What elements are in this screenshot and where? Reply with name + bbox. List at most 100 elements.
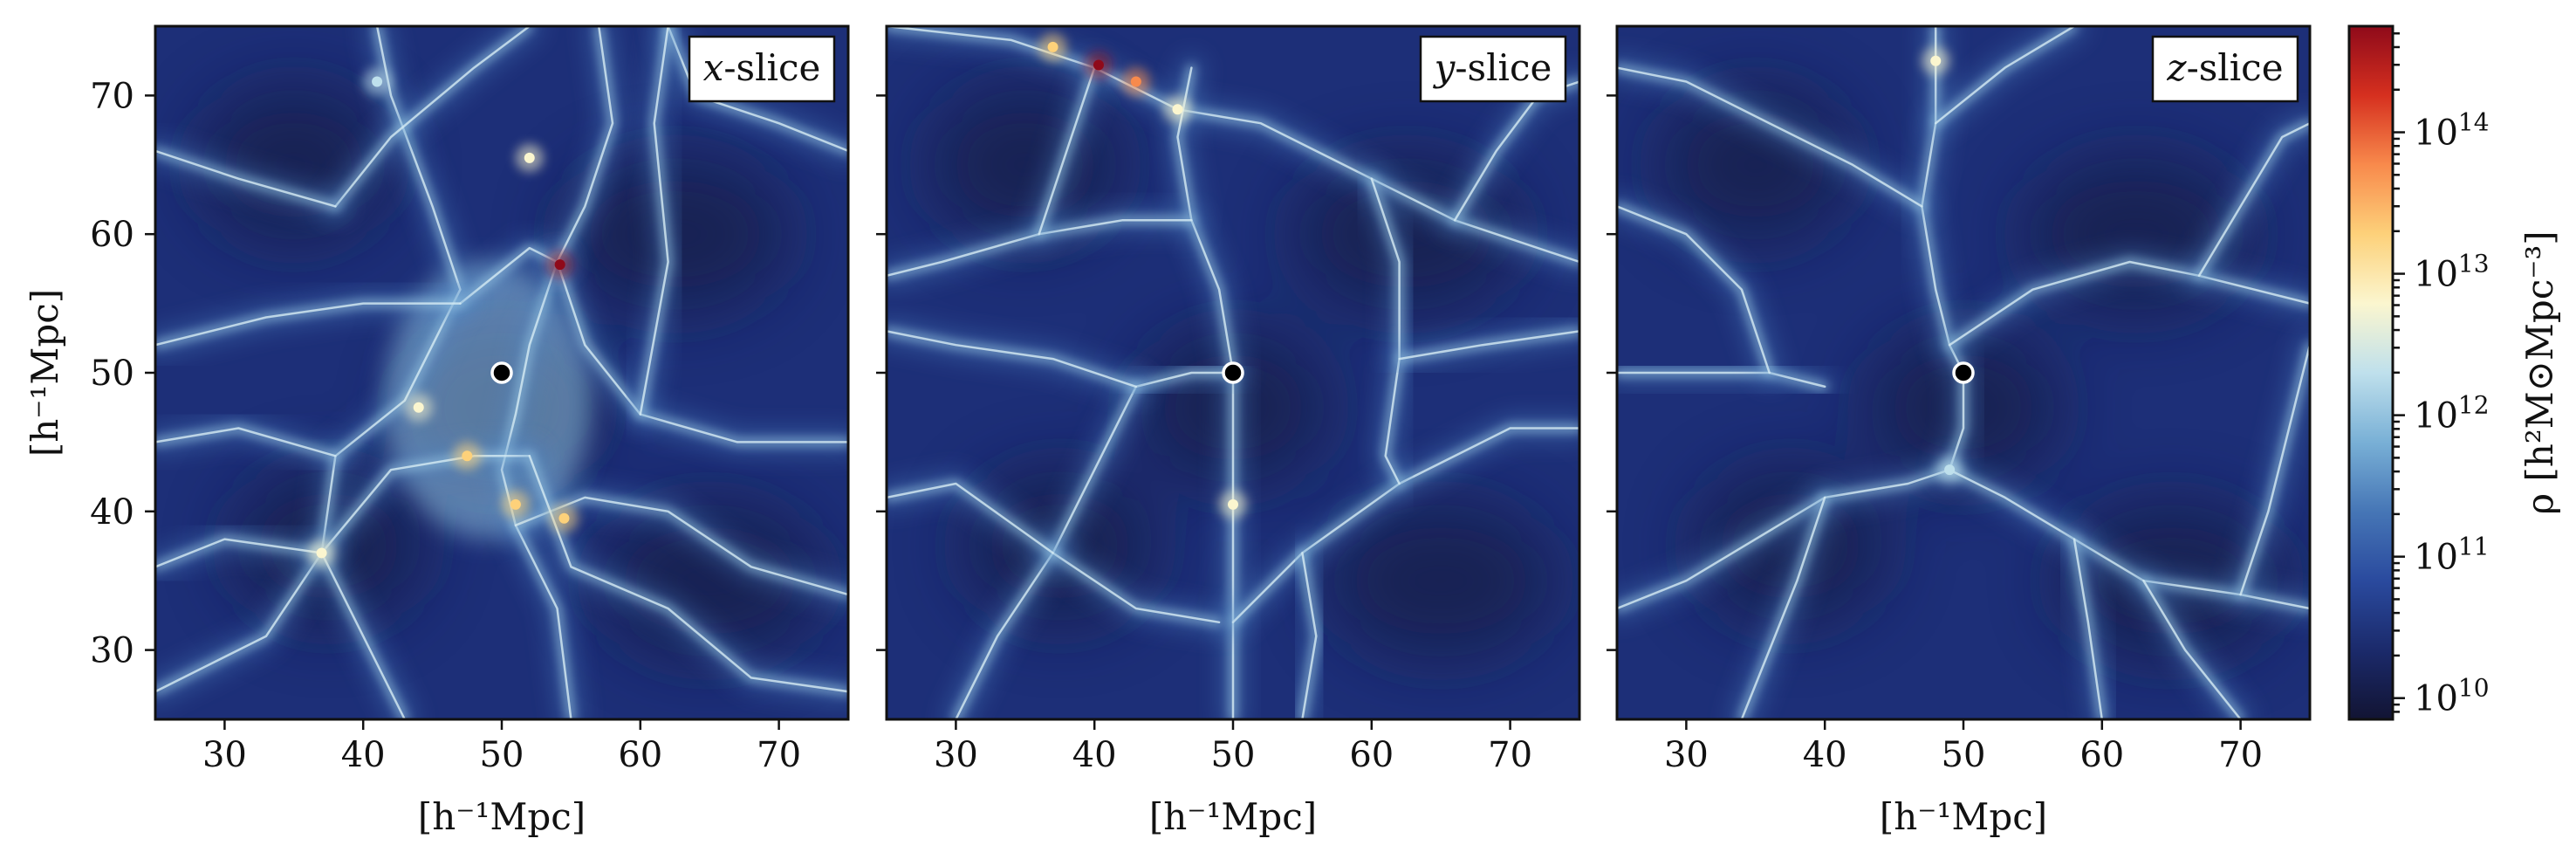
filament-core	[1301, 552, 1318, 719]
y-slice-label-box: y-slice	[1419, 35, 1567, 103]
x-tick-label: 60	[2079, 735, 2124, 775]
x-tick-label: 30	[202, 735, 247, 775]
y-tick-label: 50	[90, 354, 134, 394]
colorbar-tick-label: 1014	[2414, 108, 2490, 154]
z-slice-rest: -slice	[2187, 46, 2284, 89]
halo	[1172, 104, 1183, 115]
filament-core	[320, 455, 531, 554]
y-tick-label: 60	[90, 215, 134, 255]
halo	[413, 402, 424, 413]
filament-core	[155, 538, 323, 568]
halo	[1093, 59, 1104, 71]
x-slice-var: x	[703, 46, 724, 89]
panel-x-slice: 30 40 50 60 70 30 40 50 60 70	[90, 24, 850, 775]
x-axis-label-panel-0: [h⁻¹Mpc]	[418, 795, 586, 838]
filament-core	[1934, 26, 2076, 125]
halo	[554, 259, 565, 271]
colorbar-tick-label: 1013	[2414, 250, 2490, 295]
y-slice-var: y	[1433, 46, 1456, 89]
filament-core	[1948, 468, 2310, 610]
colorbar-bar	[2349, 26, 2393, 719]
filament-core	[155, 427, 337, 457]
filament-core	[334, 26, 531, 208]
colorbar-label: ρ [h²M⊙Mpc⁻³]	[2518, 230, 2561, 514]
center-marker	[1222, 361, 1244, 384]
filament-core	[1617, 468, 1951, 610]
x-slice-rest: -slice	[723, 46, 820, 89]
x-axis-label-panel-1: [h⁻¹Mpc]	[1149, 795, 1317, 838]
void-region	[1659, 86, 1852, 244]
y-slice-rest: -slice	[1455, 46, 1552, 89]
x-tick-label: 60	[1349, 735, 1394, 775]
svg-text:x-slice: x-slice	[703, 46, 821, 89]
x-tick-label: 60	[618, 735, 662, 775]
halo	[1130, 76, 1141, 87]
halo	[524, 152, 535, 163]
filament-core	[2072, 538, 2104, 719]
svg-text:y-slice: y-slice	[1433, 46, 1552, 89]
filament-core	[155, 302, 462, 347]
colorbar-tick-label: 1012	[2414, 391, 2490, 436]
filament-core	[556, 26, 614, 264]
halo	[1047, 41, 1058, 52]
x-tick-label: 70	[2218, 735, 2263, 775]
filament-core	[1617, 371, 1826, 388]
panel-z-slice: 30 40 50 60 70	[1607, 24, 2312, 775]
filament-core	[155, 149, 337, 208]
filament-core	[639, 26, 669, 416]
filament-core	[320, 552, 407, 719]
center-marker	[1952, 361, 1975, 384]
x-tick-label: 70	[1488, 735, 1532, 775]
filament-core	[1740, 496, 1826, 719]
filament-core	[1948, 260, 2310, 347]
halo	[462, 450, 473, 462]
filament-core	[2239, 343, 2310, 596]
filament-core	[1134, 371, 1235, 388]
z-slice-var: z	[2166, 46, 2187, 89]
void-region	[596, 502, 824, 660]
filament-core	[887, 330, 1138, 388]
x-tick-label: 50	[1942, 735, 1986, 775]
filament-core	[500, 260, 572, 719]
y-tick-label: 30	[90, 631, 134, 671]
x-tick-label: 70	[757, 735, 801, 775]
filament-core	[1052, 552, 1221, 624]
filament-core	[1398, 330, 1579, 361]
filament-core	[887, 26, 1579, 264]
colorbar-tick-label: 1011	[2414, 533, 2490, 578]
colorbar: 1010 1011 1012 1013 1014 ρ [h²M⊙Mpc⁻³]	[2347, 24, 2561, 721]
x-axis-label-panel-2: [h⁻¹Mpc]	[1880, 795, 2047, 838]
x-tick-label: 40	[341, 735, 386, 775]
center-marker	[490, 361, 513, 384]
filament-core	[1617, 66, 1923, 208]
halo	[1228, 498, 1238, 510]
x-tick-label: 50	[1211, 735, 1256, 775]
x-slice-label-box: x-slice	[688, 35, 836, 103]
density-map	[155, 26, 848, 719]
filament-core	[1921, 26, 1965, 471]
x-tick-label: 30	[934, 735, 978, 775]
x-tick-label: 40	[1072, 735, 1117, 775]
filament-core	[2142, 579, 2242, 719]
z-slice-label-box: z-slice	[2151, 35, 2299, 103]
halo	[316, 547, 327, 559]
halo	[558, 512, 570, 524]
panel-y-slice: 30 40 50 60 70	[876, 24, 1581, 775]
filament-core	[1038, 66, 1096, 236]
x-tick-label: 40	[1803, 735, 1847, 775]
halo	[510, 498, 521, 510]
halo	[372, 76, 383, 87]
filament-core	[2197, 121, 2310, 278]
svg-text:z-slice: z-slice	[2166, 46, 2283, 89]
x-tick-label: 50	[480, 735, 524, 775]
halo	[1930, 55, 1942, 66]
filament-core	[667, 26, 848, 153]
filament-core	[887, 482, 1054, 554]
y-tick-label: 40	[90, 492, 134, 533]
void-region	[1327, 502, 1555, 660]
halo	[1944, 464, 1956, 476]
colorbar-tick-label: 1010	[2414, 674, 2490, 719]
y-tick-label: 70	[90, 76, 134, 116]
x-tick-label: 30	[1664, 735, 1709, 775]
